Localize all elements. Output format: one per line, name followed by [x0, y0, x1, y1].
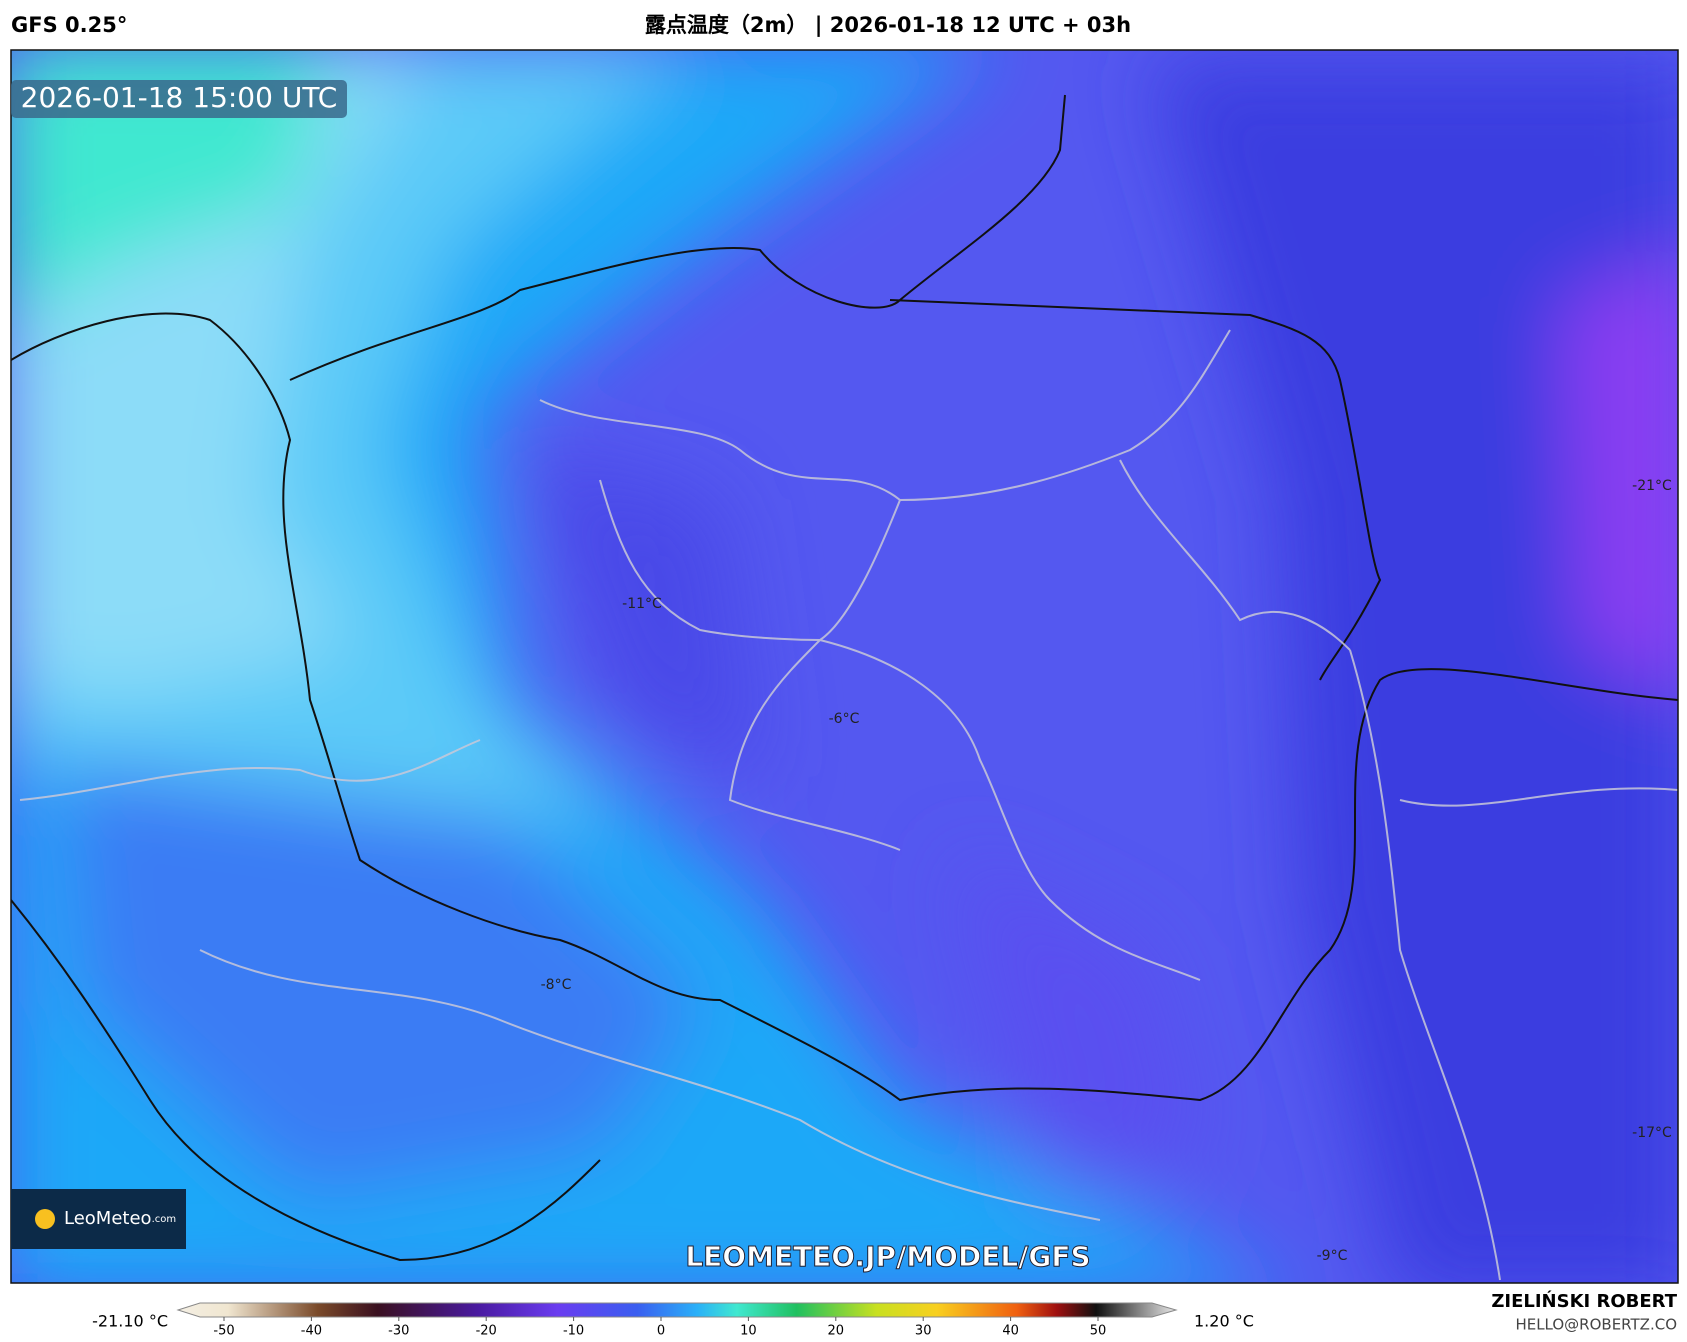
author: ZIELIŃSKI ROBERT — [1491, 1290, 1677, 1312]
colorbar-tick-label: -40 — [301, 1324, 322, 1339]
logo: LeoMeteo.com — [64, 1208, 176, 1229]
timestamp-box — [11, 80, 347, 118]
email: HELLO@ROBERTZ.CO — [1515, 1316, 1677, 1334]
colorbar-tick-label: 50 — [1090, 1324, 1107, 1339]
colorbar-tick-label: 10 — [740, 1324, 757, 1339]
timestamp: 2026-01-18 15:00 UTC — [21, 81, 338, 114]
model-label: GFS 0.25° — [11, 13, 127, 37]
colorbar-tick-label: -10 — [563, 1324, 584, 1339]
logo-sun — [35, 1209, 55, 1229]
contour-label: -17°C — [1632, 1125, 1672, 1141]
borders — [19, 329, 1678, 1281]
coastlines — [11, 94, 1678, 1262]
contour-labels: -11°C -6°C -8°C -21°C -17°C -9°C — [541, 478, 1672, 1264]
logo-suffix: .com — [152, 1214, 177, 1225]
map-frame — [10, 49, 1679, 1284]
colorbar-tick-label: -30 — [388, 1324, 409, 1339]
watermark: LEOMETEO.JP/MODEL/GFS — [685, 1240, 1090, 1273]
colorbar-ticks: -50 -40 -30 -20 -10 0 10 20 30 40 50 — [213, 1317, 1107, 1339]
colorbar-tick-label: 20 — [828, 1324, 845, 1339]
legend-max: 1.20 °C — [1194, 1312, 1254, 1331]
legend-min: -21.10 °C — [92, 1312, 168, 1331]
contour-label: -8°C — [541, 977, 572, 993]
field — [11, 50, 1678, 1283]
map: -11°C -6°C -8°C -21°C -17°C -9°C — [11, 50, 1678, 1283]
colorbar — [176, 1302, 1178, 1318]
contour-label: -9°C — [1317, 1248, 1348, 1264]
colorbar-tick-label: 0 — [657, 1324, 665, 1339]
contour-label: -11°C — [622, 596, 662, 612]
logo-name: LeoMeteo — [64, 1208, 152, 1229]
colorbar-tick-label: -50 — [213, 1324, 234, 1339]
map-title: 露点温度（2m） | 2026-01-18 12 UTC + 03h — [645, 13, 1131, 38]
colorbar-tick-label: -20 — [476, 1324, 497, 1339]
colorbar-tick-label: 40 — [1002, 1324, 1019, 1339]
contour-label: -21°C — [1632, 478, 1672, 494]
contour-label: -6°C — [829, 711, 860, 727]
colorbar-tick-label: 30 — [915, 1324, 932, 1339]
